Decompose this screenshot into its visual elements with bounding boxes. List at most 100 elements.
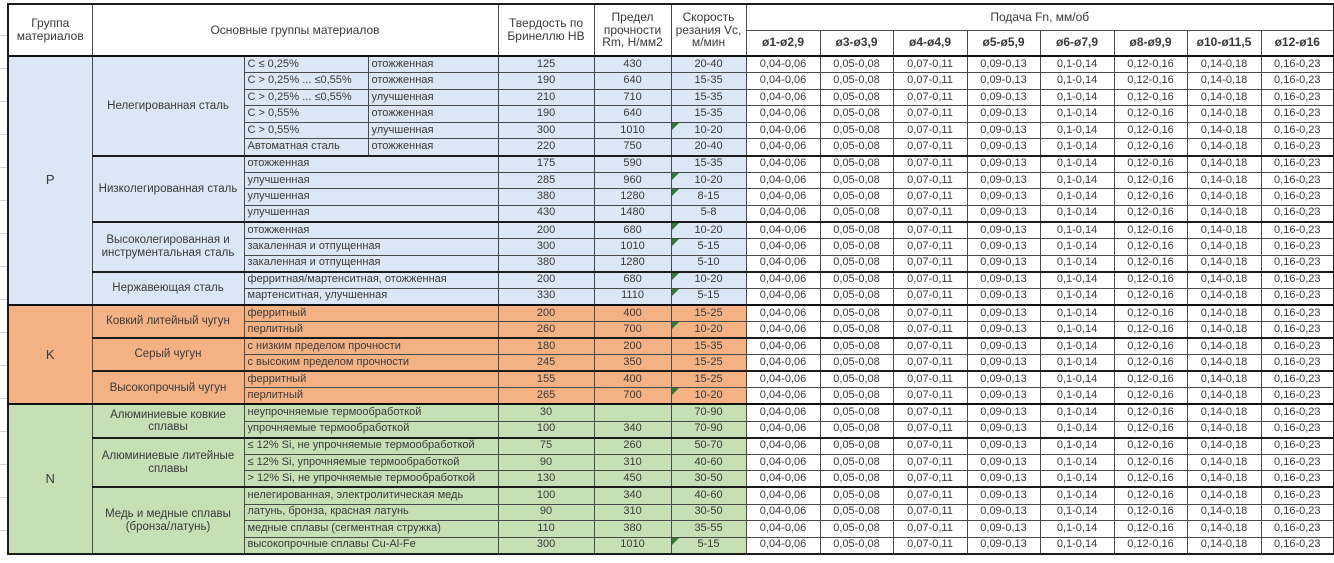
hardness-cell[interactable]: 330 (497, 287, 595, 306)
feed-value-cell[interactable]: 0,05-0,08 (819, 503, 894, 522)
material-group-cell[interactable]: Нержавеющая сталь (91, 270, 245, 306)
cutting-speed-cell[interactable]: 20-40 (670, 138, 747, 157)
feed-value-cell[interactable]: 0,14-0,18 (1186, 238, 1262, 256)
cutting-speed-cell[interactable]: 40-60 (670, 486, 747, 505)
strength-cell[interactable]: 260 (593, 436, 672, 455)
feed-value-cell[interactable]: 0,05-0,08 (819, 220, 894, 240)
feed-value-cell[interactable]: 0,14-0,18 (1186, 254, 1262, 273)
cutting-speed-cell[interactable]: 5-8 (670, 204, 747, 223)
feed-value-cell[interactable]: 0,14-0,18 (1186, 470, 1262, 488)
feed-value-cell[interactable]: 0,1-0,14 (1039, 337, 1115, 356)
feed-value-cell[interactable]: 0,1-0,14 (1039, 238, 1115, 256)
feed-value-cell[interactable]: 0,16-0,23 (1260, 254, 1334, 273)
feed-value-cell[interactable]: 0,04-0,06 (745, 503, 821, 522)
feed-value-cell[interactable]: 0,16-0,23 (1260, 503, 1334, 522)
feed-value-cell[interactable]: 0,09-0,13 (966, 436, 1041, 455)
feed-value-cell[interactable]: 0,04-0,06 (745, 403, 821, 422)
feed-value-cell[interactable]: 0,09-0,13 (966, 220, 1041, 240)
feed-value-cell[interactable]: 0,12-0,16 (1113, 470, 1188, 488)
material-group-cell[interactable]: Алюминиевые ковкие сплавы (91, 403, 245, 439)
group-code-cell[interactable]: K (7, 303, 93, 405)
feed-value-cell[interactable]: 0,07-0,11 (892, 337, 968, 356)
material-group-cell[interactable]: Серый чугун (91, 337, 245, 372)
material-type-cell[interactable]: C ≤ 0,25% (243, 55, 369, 74)
feed-value-cell[interactable]: 0,16-0,23 (1260, 220, 1334, 240)
material-type-cell[interactable]: улучшенная (243, 204, 499, 223)
feed-value-cell[interactable]: 0,07-0,11 (892, 436, 968, 455)
material-group-cell[interactable]: Медь и медные сплавы (бронза/латунь) (91, 486, 245, 555)
feed-value-cell[interactable]: 0,16-0,23 (1260, 270, 1334, 289)
feed-diameter-header[interactable]: ø10-ø11,5 (1186, 29, 1262, 57)
feed-value-cell[interactable]: 0,07-0,11 (892, 470, 968, 488)
feed-value-cell[interactable]: 0,04-0,06 (745, 88, 821, 107)
cutting-speed-cell[interactable]: 10-20 (670, 321, 747, 339)
feed-value-cell[interactable]: 0,14-0,18 (1186, 287, 1262, 306)
feed-value-cell[interactable]: 0,14-0,18 (1186, 121, 1262, 140)
feed-value-cell[interactable]: 0,12-0,16 (1113, 220, 1188, 240)
feed-value-cell[interactable]: 0,07-0,11 (892, 105, 968, 123)
hardness-cell[interactable]: 110 (497, 520, 595, 538)
feed-value-cell[interactable]: 0,09-0,13 (966, 453, 1041, 472)
material-type-cell[interactable]: ферритный (243, 370, 499, 389)
feed-value-cell[interactable]: 0,12-0,16 (1113, 121, 1188, 140)
feed-value-cell[interactable]: 0,16-0,23 (1260, 138, 1334, 157)
feed-value-cell[interactable]: 0,14-0,18 (1186, 503, 1262, 522)
feed-value-cell[interactable]: 0,05-0,08 (819, 337, 894, 356)
feed-value-cell[interactable]: 0,16-0,23 (1260, 303, 1334, 322)
material-type-cell[interactable]: C > 0,55% (243, 105, 369, 123)
material-type-cell[interactable]: отожженная (243, 220, 499, 240)
cutting-speed-cell[interactable]: 15-35 (670, 337, 747, 356)
strength-cell[interactable]: 590 (593, 154, 672, 173)
feed-value-cell[interactable]: 0,14-0,18 (1186, 486, 1262, 505)
feed-value-cell[interactable]: 0,1-0,14 (1039, 420, 1115, 439)
feed-value-cell[interactable]: 0,04-0,06 (745, 121, 821, 140)
feed-value-cell[interactable]: 0,16-0,23 (1260, 154, 1334, 173)
material-type-cell[interactable]: улучшенная (243, 188, 499, 206)
feed-value-cell[interactable]: 0,04-0,06 (745, 337, 821, 356)
feed-diameter-header[interactable]: ø6-ø7,9 (1039, 29, 1115, 57)
feed-value-cell[interactable]: 0,16-0,23 (1260, 121, 1334, 140)
feed-value-cell[interactable]: 0,04-0,06 (745, 354, 821, 372)
feed-value-cell[interactable]: 0,09-0,13 (966, 287, 1041, 306)
feed-value-cell[interactable]: 0,04-0,06 (745, 105, 821, 123)
feed-value-cell[interactable]: 0,07-0,11 (892, 536, 968, 555)
feed-value-cell[interactable]: 0,16-0,23 (1260, 238, 1334, 256)
feed-diameter-header[interactable]: ø1-ø2,9 (745, 29, 821, 57)
feed-value-cell[interactable]: 0,04-0,06 (745, 420, 821, 439)
feed-value-cell[interactable]: 0,1-0,14 (1039, 204, 1115, 223)
feed-value-cell[interactable]: 0,04-0,06 (745, 470, 821, 488)
strength-cell[interactable]: 450 (593, 470, 672, 488)
feed-value-cell[interactable]: 0,09-0,13 (966, 354, 1041, 372)
feed-value-cell[interactable]: 0,09-0,13 (966, 536, 1041, 555)
feed-value-cell[interactable]: 0,1-0,14 (1039, 303, 1115, 322)
feed-value-cell[interactable]: 0,09-0,13 (966, 470, 1041, 488)
feed-value-cell[interactable]: 0,14-0,18 (1186, 188, 1262, 206)
cutting-speed-cell[interactable]: 15-35 (670, 72, 747, 90)
strength-cell[interactable]: 1280 (593, 188, 672, 206)
feed-value-cell[interactable]: 0,04-0,06 (745, 138, 821, 157)
feed-value-cell[interactable]: 0,12-0,16 (1113, 536, 1188, 555)
feed-value-cell[interactable]: 0,09-0,13 (966, 387, 1041, 405)
material-type-cell[interactable]: Автоматная сталь (243, 138, 369, 157)
feed-value-cell[interactable]: 0,1-0,14 (1039, 536, 1115, 555)
strength-cell[interactable]: 1280 (593, 254, 672, 273)
feed-value-cell[interactable]: 0,14-0,18 (1186, 88, 1262, 107)
feed-value-cell[interactable]: 0,14-0,18 (1186, 354, 1262, 372)
feed-value-cell[interactable]: 0,12-0,16 (1113, 138, 1188, 157)
material-state-cell[interactable]: отожженная (367, 105, 499, 123)
cutting-speed-cell[interactable]: 70-90 (670, 403, 747, 422)
feed-value-cell[interactable]: 0,16-0,23 (1260, 520, 1334, 538)
feed-value-cell[interactable]: 0,07-0,11 (892, 486, 968, 505)
feed-value-cell[interactable]: 0,07-0,11 (892, 138, 968, 157)
feed-value-cell[interactable]: 0,12-0,16 (1113, 520, 1188, 538)
feed-value-cell[interactable]: 0,14-0,18 (1186, 436, 1262, 455)
feed-value-cell[interactable]: 0,05-0,08 (819, 154, 894, 173)
feed-value-cell[interactable]: 0,16-0,23 (1260, 370, 1334, 389)
feed-value-cell[interactable]: 0,07-0,11 (892, 270, 968, 289)
strength-cell[interactable]: 1010 (593, 121, 672, 140)
cutting-speed-cell[interactable]: 70-90 (670, 420, 747, 439)
hardness-cell[interactable]: 190 (497, 105, 595, 123)
cutting-speed-cell[interactable]: 5-15 (670, 238, 747, 256)
feed-value-cell[interactable]: 0,1-0,14 (1039, 220, 1115, 240)
feed-value-cell[interactable]: 0,07-0,11 (892, 453, 968, 472)
